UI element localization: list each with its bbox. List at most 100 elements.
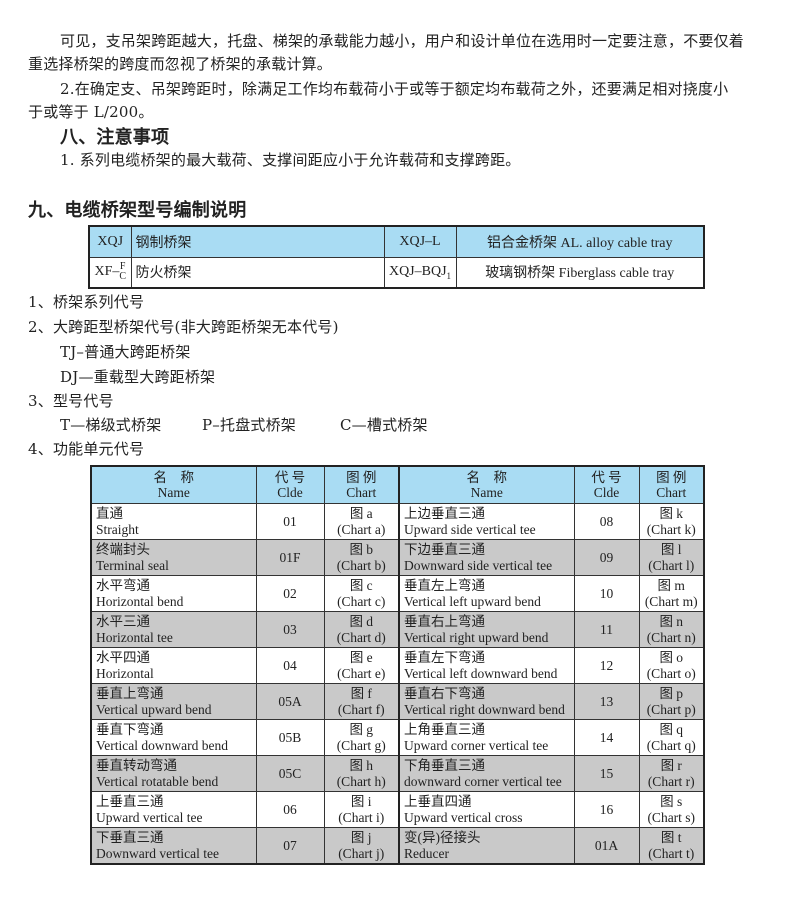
name-cn: 垂直左上弯通 [404, 577, 485, 593]
table-row: 上垂直三通 Upward vertical tee 06 图 i (Chart i) 上垂… [90, 791, 705, 828]
name-cn: 水平四通 [96, 649, 150, 665]
name-cell: 垂直右上弯通 Vertical right upward bend [398, 611, 575, 648]
cell: 玻璃钢桥架 Fiberglass cable tray [455, 256, 705, 289]
code-cell: 09 [573, 539, 640, 576]
header-text: 图 例 [346, 470, 377, 485]
name-en: Reducer [404, 845, 449, 861]
chart-label: (Chart t) [648, 845, 695, 861]
name-cn: 直通 [96, 505, 123, 521]
header-text: Clde [593, 485, 620, 500]
chart-cell: 图 r (Chart r) [638, 755, 705, 792]
name-cn: 垂直转动弯通 [96, 757, 177, 773]
name-en: Horizontal tee [96, 629, 173, 645]
chart-label: (Chart s) [647, 809, 696, 825]
name-en: Downward vertical tee [96, 845, 219, 861]
chart-cell: 图 n (Chart n) [638, 611, 705, 648]
name-cell: 水平三通 Horizontal tee [90, 611, 257, 648]
table-row: 水平弯通 Horizontal bend 02 图 c (Chart c) 垂直左上弯通 V… [90, 575, 705, 612]
name-cn: 下边垂直三通 [404, 541, 485, 557]
chart-label: (Chart q) [646, 737, 696, 753]
chart-cell: 图 i (Chart i) [323, 791, 400, 828]
paragraph-line: 2.在确定支、吊架跨距时，除满足工作均布载荷小于或等于额定均布载荷之外，还要满足… [60, 80, 729, 98]
name-cell: 下角垂直三通 downward corner vertical tee [398, 755, 575, 792]
header-text: Name [470, 485, 503, 500]
name-cn: 下垂直三通 [96, 829, 164, 845]
figure-label: 图 b [349, 541, 374, 557]
table-row: 下垂直三通 Downward vertical tee 07 图 j (Chart j)… [90, 827, 705, 865]
code-cell: 13 [573, 683, 640, 720]
chart-label: (Chart d) [336, 629, 386, 645]
chart-label: (Chart g) [336, 737, 386, 753]
figure-label: 图 c [349, 577, 373, 593]
code-cell: 02 [255, 575, 325, 612]
figure-label: 图 d [349, 613, 374, 629]
name-cn: 上垂直四通 [404, 793, 472, 809]
figure-label: 图 g [349, 721, 374, 737]
figure-label: 图 f [350, 685, 372, 701]
list-item: 2、大跨距型桥架代号(非大跨距桥架无本代号) [28, 318, 339, 336]
chart-cell: 图 h (Chart h) [323, 755, 400, 792]
cell: XQJ–L [383, 225, 457, 258]
header-name: 名 称 Name [90, 465, 257, 504]
list-item: 1、桥架系列代号 [28, 293, 145, 311]
name-cn: 垂直左下弯通 [404, 649, 485, 665]
chart-cell: 图 q (Chart q) [638, 719, 705, 756]
name-en: Vertical left upward bend [404, 593, 541, 609]
chart-cell: 图 l (Chart l) [638, 539, 705, 576]
name-cn: 垂直下弯通 [96, 721, 164, 737]
code-cell: 16 [573, 791, 640, 828]
chart-cell: 图 s (Chart s) [638, 791, 705, 828]
section-8-heading: 八、注意事项 [60, 127, 170, 148]
code-text: XF– [94, 264, 120, 280]
figure-label: 图 a [349, 505, 373, 521]
chart-cell: 图 d (Chart d) [323, 611, 400, 648]
code-cell: 15 [573, 755, 640, 792]
list-item: C—槽式桥架 [340, 416, 428, 434]
code-cell: 01 [255, 503, 325, 540]
name-cell: 垂直转动弯通 Vertical rotatable bend [90, 755, 257, 792]
figure-label: 图 j [350, 829, 372, 845]
cell: XQJ–BQJ1 [383, 256, 457, 289]
list-item: P–托盘式桥架 [202, 416, 296, 434]
name-en: Vertical right downward bend [404, 701, 565, 717]
chart-cell: 图 g (Chart g) [323, 719, 400, 756]
chart-label: (Chart o) [646, 665, 696, 681]
code-cell: 05A [255, 683, 325, 720]
name-cell: 垂直左下弯通 Vertical left downward bend [398, 647, 575, 684]
header-name: 名 称 Name [398, 465, 575, 504]
paragraph-line: 可见，支吊架跨距越大，托盘、梯架的承载能力越小，用户和设计单位在选用时一定要注意… [60, 32, 745, 50]
chart-label: (Chart m) [644, 593, 698, 609]
chart-cell: 图 o (Chart o) [638, 647, 705, 684]
cell: 钢制桥架 [130, 225, 385, 258]
chart-label: (Chart b) [336, 557, 386, 573]
chart-label: (Chart p) [646, 701, 696, 717]
chart-label: (Chart k) [646, 521, 696, 537]
chart-label: (Chart j) [338, 845, 385, 861]
name-cell: 变(异)径接头 Reducer [398, 827, 575, 865]
name-en: Vertical rotatable bend [96, 773, 219, 789]
name-cn: 上角垂直三通 [404, 721, 485, 737]
figure-label: 图 m [657, 577, 685, 593]
code-cell: 01F [255, 539, 325, 576]
figure-label: 图 p [659, 685, 684, 701]
chart-cell: 图 a (Chart a) [323, 503, 400, 540]
section-8-item: 1. 系列电缆桥架的最大载荷、支撑间距应小于允许载荷和支撑跨距。 [60, 151, 521, 169]
figure-label: 图 q [659, 721, 684, 737]
frac-top: F [119, 261, 126, 273]
chart-label: (Chart h) [336, 773, 386, 789]
cell: 防火桥架 [130, 256, 385, 289]
figure-label: 图 r [660, 757, 682, 773]
chart-label: (Chart n) [646, 629, 696, 645]
list-item: TJ–普通大跨距桥架 [60, 343, 191, 361]
name-en: Vertical right upward bend [404, 629, 549, 645]
code-text: XQJ–BQJ [388, 263, 447, 279]
list-item: T—梯级式桥架 [60, 416, 162, 434]
code-cell: 10 [573, 575, 640, 612]
name-cell: 水平弯通 Horizontal bend [90, 575, 257, 612]
header-chart: 图 例 Chart [638, 465, 705, 504]
chart-cell: 图 j (Chart j) [323, 827, 400, 865]
name-en: Vertical upward bend [96, 701, 212, 717]
header-text: Chart [656, 485, 687, 500]
figure-label: 图 k [659, 505, 684, 521]
name-cell: 上边垂直三通 Upward side vertical tee [398, 503, 575, 540]
